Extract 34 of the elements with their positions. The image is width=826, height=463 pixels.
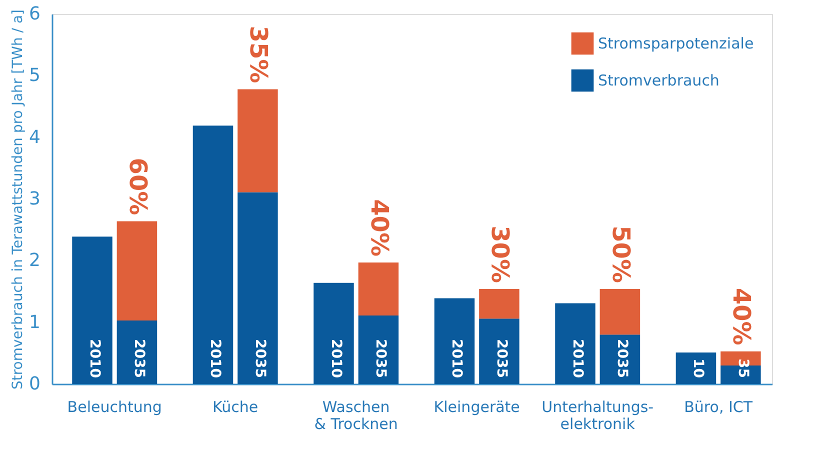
y-tick-label: 3: [29, 188, 40, 210]
y-tick-label: 0: [29, 374, 40, 394]
legend-label: Stromverbrauch: [598, 72, 720, 90]
text: Büro, ICT: [684, 398, 754, 416]
x-tick-label: 2010: [86, 339, 102, 378]
y-tick-label: 4: [29, 126, 40, 148]
y-tick-label: 5: [29, 65, 40, 86]
text: Unterhaltungs- elektronik: [542, 398, 654, 433]
legend-label: Stromsparpotenziale: [598, 34, 754, 52]
annotation: 60%: [124, 158, 152, 216]
x-tick-label: 10: [690, 358, 706, 378]
x-tick-label: 2010: [448, 339, 465, 378]
y-tick-label: 1: [29, 312, 40, 333]
annotation: 35%: [244, 26, 273, 84]
text: Beleuchtung: [67, 398, 162, 416]
x-tick-label: 35: [734, 358, 751, 378]
text: Küche: [212, 398, 258, 416]
y-axis-title: Stromverbrauch in Terawattstunden pro Jahr [TWh / a]: [10, 9, 26, 390]
x-tick-label: 2010: [328, 339, 344, 378]
x-tick-label: 2035: [372, 339, 389, 378]
annotation: 40%: [365, 199, 394, 257]
text: Waschen & Trocknen: [314, 398, 398, 433]
x-tick-label: 2035: [252, 339, 268, 378]
annotation: 30%: [486, 226, 514, 284]
annotation: 50%: [606, 226, 635, 284]
x-tick-label: 2035: [614, 339, 630, 378]
x-tick-label: 2010: [569, 339, 586, 378]
text: Kleingeräte: [434, 398, 520, 416]
x-tick-label: 2035: [493, 339, 510, 378]
y-tick-label: 2: [29, 250, 40, 272]
x-tick-label: 2035: [131, 339, 148, 378]
y-tick-label: 6: [29, 4, 40, 24]
x-tick-label: 2010: [207, 339, 224, 378]
annotation: 40%: [728, 288, 756, 346]
